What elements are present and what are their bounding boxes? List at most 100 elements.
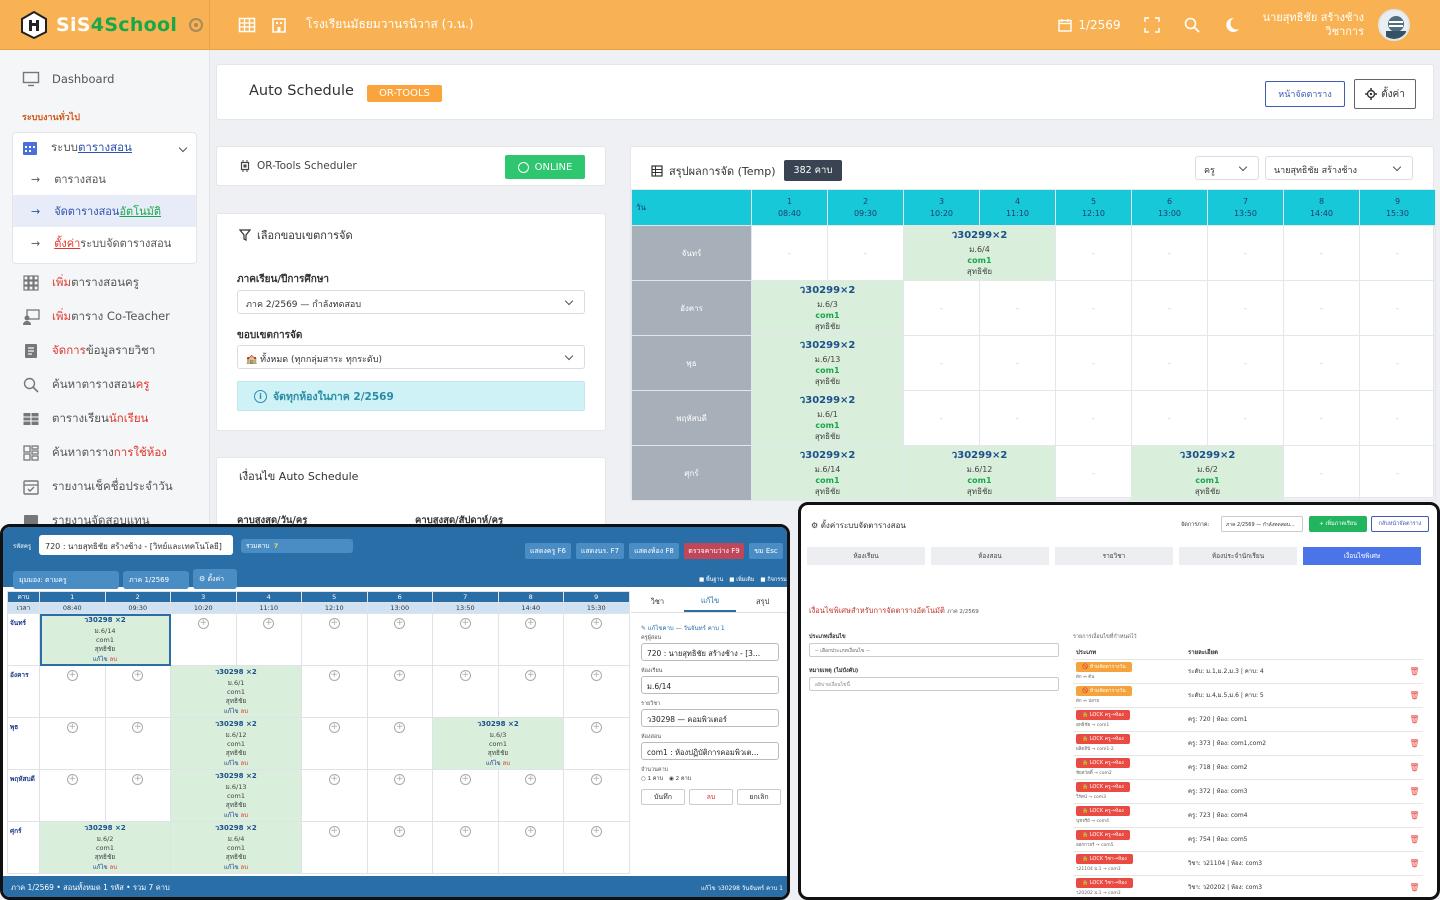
empty-slot[interactable]: -: [1283, 390, 1360, 446]
show-teacher-button[interactable]: แสดงครู F6: [525, 543, 571, 559]
target-icon[interactable]: [189, 18, 204, 32]
empty-slot[interactable]: -: [1283, 335, 1360, 391]
schedule-cell[interactable]: ว30299×2 ม.6/1 com1 สุทธิชัย: [751, 390, 904, 446]
editor-schedule-cell[interactable]: ว30298 ×2 ม.6/1 com1 สุทธิชัย แก้ไข ลบ: [170, 665, 302, 718]
empty-slot[interactable]: -: [1283, 225, 1360, 281]
empty-slot[interactable]: -: [1359, 335, 1436, 391]
filter-type-select[interactable]: ครู: [1195, 156, 1259, 180]
sidebar-subitem-auto-schedule[interactable]: → จัดตารางสอนอัตโนมัติ: [13, 195, 196, 227]
empty-slot[interactable]: -: [1055, 280, 1132, 336]
editor-empty-slot[interactable]: +: [563, 717, 630, 770]
empty-slot[interactable]: -: [1359, 390, 1436, 446]
trash-icon[interactable]: 🗑: [1403, 755, 1423, 780]
editor-empty-slot[interactable]: +: [497, 665, 564, 718]
grid-icon[interactable]: [238, 16, 256, 34]
editor-empty-slot[interactable]: +: [170, 613, 237, 666]
editor-empty-slot[interactable]: +: [366, 769, 433, 822]
empty-slot[interactable]: -: [979, 280, 1056, 336]
sidebar-item-schedule-system[interactable]: ระบบตารางสอน: [13, 133, 196, 163]
empty-slot[interactable]: -: [979, 390, 1056, 446]
trash-icon[interactable]: 🗑: [1403, 803, 1423, 828]
editor-empty-slot[interactable]: +: [39, 665, 106, 718]
editor-empty-slot[interactable]: +: [39, 769, 106, 822]
sidebar-subitem-schedule-settings[interactable]: → ตั้งค่าระบบจัดตารางสอน: [13, 227, 196, 259]
tab-subjects[interactable]: รายวิชา: [1055, 547, 1173, 565]
user-info[interactable]: นายสุทธิชัย สร้างช้าง วิชาการ: [1263, 11, 1364, 39]
cancel-button[interactable]: ยกเลิก: [737, 789, 781, 805]
empty-slot[interactable]: -: [1055, 390, 1132, 446]
term-display[interactable]: 1/2569: [1058, 18, 1121, 32]
editor-empty-slot[interactable]: +: [301, 613, 368, 666]
tab-special-conditions[interactable]: เงื่อนไขพิเศษ: [1303, 547, 1421, 565]
empty-slot[interactable]: -: [1055, 335, 1132, 391]
sidebar-item-student-schedule[interactable]: ตารางเรียนนักเรียน: [0, 402, 209, 436]
editor-empty-slot[interactable]: +: [366, 821, 433, 874]
filter-checkboxes[interactable]: ■ พื้นฐาน ■ เพิ่มเติม ■ กิจกรรม: [699, 577, 787, 583]
schedule-cell[interactable]: ว30299×2 ม.6/13 com1 สุทธิชัย: [751, 335, 904, 391]
empty-slot[interactable]: -: [1131, 280, 1208, 336]
tab-homerooms[interactable]: ห้องประจำนักเรียน: [1179, 547, 1297, 565]
settings-button[interactable]: ตั้งค่า: [1354, 79, 1416, 109]
empty-slot[interactable]: -: [1207, 225, 1284, 281]
editor-empty-slot[interactable]: +: [497, 769, 564, 822]
fullscreen-icon[interactable]: [1143, 16, 1161, 34]
editor-empty-slot[interactable]: +: [432, 769, 499, 822]
empty-slot[interactable]: -: [751, 225, 828, 281]
empty-slot[interactable]: -: [1283, 445, 1360, 501]
sidebar-item-search-teacher[interactable]: ค้นหาตารางสอนครู: [0, 368, 209, 402]
tab-edit[interactable]: แก้ไข: [683, 591, 737, 612]
scope-select[interactable]: 🏫 ทั้งหมด (ทุกกลุ่มสาระ ทุกระดับ): [237, 345, 585, 369]
subject-field[interactable]: ว30298 — คอมพิวเตอร์: [641, 709, 779, 727]
term-select[interactable]: ภาค 2/2569 — กำลังทดสอบ: [237, 290, 585, 314]
schedule-cell[interactable]: ว30299×2 ม.6/14 com1 สุทธิชัย: [751, 445, 904, 501]
term-select[interactable]: ภาค 1/2569: [123, 571, 189, 589]
search-icon[interactable]: [1183, 16, 1201, 34]
editor-empty-slot[interactable]: +: [301, 821, 368, 874]
schedule-cell[interactable]: ว30299×2 ม.6/3 com1 สุทธิชัย: [751, 280, 904, 336]
tab-subject[interactable]: วิชา: [650, 596, 665, 606]
empty-slot[interactable]: -: [827, 225, 904, 281]
sidebar-item-attendance-report[interactable]: รายงานเช็คชื่อประจำวัน: [0, 470, 209, 504]
empty-slot[interactable]: -: [903, 335, 980, 391]
editor-empty-slot[interactable]: +: [563, 665, 630, 718]
show-room-button[interactable]: แสดงห้อง F8: [629, 543, 679, 559]
editor-empty-slot[interactable]: +: [432, 613, 499, 666]
escape-button[interactable]: ขม Esc: [749, 543, 783, 559]
editor-schedule-cell[interactable]: ว30298 ×2 ม.6/2 com1 สุทธิชัย แก้ไข ลบ: [39, 821, 171, 874]
editor-empty-slot[interactable]: +: [497, 613, 564, 666]
filter-person-select[interactable]: นายสุทธิชัย สร้างช้าง: [1265, 156, 1413, 180]
trash-icon[interactable]: 🗑: [1403, 683, 1423, 708]
note-input[interactable]: อธิบายเงื่อนไขนี้: [809, 677, 1059, 691]
settings-term-select[interactable]: ภาค 2/2569 — กำลังทดสอบ...: [1221, 516, 1303, 532]
sidebar-item-dashboard[interactable]: Dashboard: [0, 62, 209, 96]
editor-empty-slot[interactable]: +: [432, 665, 499, 718]
editor-settings-button[interactable]: ⚙ ตั้งค่า: [193, 569, 237, 589]
editor-empty-slot[interactable]: +: [563, 821, 630, 874]
empty-slot[interactable]: -: [1359, 280, 1436, 336]
avatar[interactable]: [1378, 9, 1410, 41]
editor-empty-slot[interactable]: +: [366, 665, 433, 718]
tab-summary[interactable]: สรุป: [755, 596, 770, 606]
editor-schedule-cell[interactable]: ว30298 ×2 ม.6/3 com1 สุทธิชัย แก้ไข ลบ: [432, 717, 564, 770]
empty-slot[interactable]: -: [1131, 390, 1208, 446]
editor-schedule-cell[interactable]: ว30298 ×2 ม.6/14 com1 สุทธิชัย แก้ไข ลบ: [39, 613, 171, 666]
editor-schedule-cell[interactable]: ว30298 ×2 ม.6/13 com1 สุทธิชัย แก้ไข ลบ: [170, 769, 302, 822]
condition-type-select[interactable]: -- เลือกประเภทเงื่อนไข --: [809, 643, 1059, 657]
add-term-button[interactable]: + เพิ่มภาคเรียน: [1309, 516, 1367, 532]
trash-icon[interactable]: 🗑: [1403, 731, 1423, 756]
trash-icon[interactable]: 🗑: [1403, 851, 1423, 876]
editor-empty-slot[interactable]: +: [235, 613, 302, 666]
period-count-radios[interactable]: ○ 1 คาบ ◉ 2 คาบ: [641, 776, 692, 782]
empty-slot[interactable]: -: [1131, 335, 1208, 391]
editor-empty-slot[interactable]: +: [563, 769, 630, 822]
sidebar-item-add-teacher-schedule[interactable]: เพิ่มตารางสอนครู: [0, 266, 209, 300]
trash-icon[interactable]: 🗑: [1403, 707, 1423, 732]
empty-slot[interactable]: -: [1131, 225, 1208, 281]
tab-teaching-rooms[interactable]: ห้องสอน: [931, 547, 1049, 565]
empty-slot[interactable]: -: [903, 390, 980, 446]
save-button[interactable]: บันทึก: [641, 789, 685, 805]
brand[interactable]: SiS4School: [0, 0, 210, 50]
sidebar-subitem-schedule[interactable]: → ตารางสอน: [13, 163, 196, 195]
sidebar-item-co-teacher[interactable]: เพิ่มตาราง Co-Teacher: [0, 300, 209, 334]
editor-empty-slot[interactable]: +: [432, 821, 499, 874]
